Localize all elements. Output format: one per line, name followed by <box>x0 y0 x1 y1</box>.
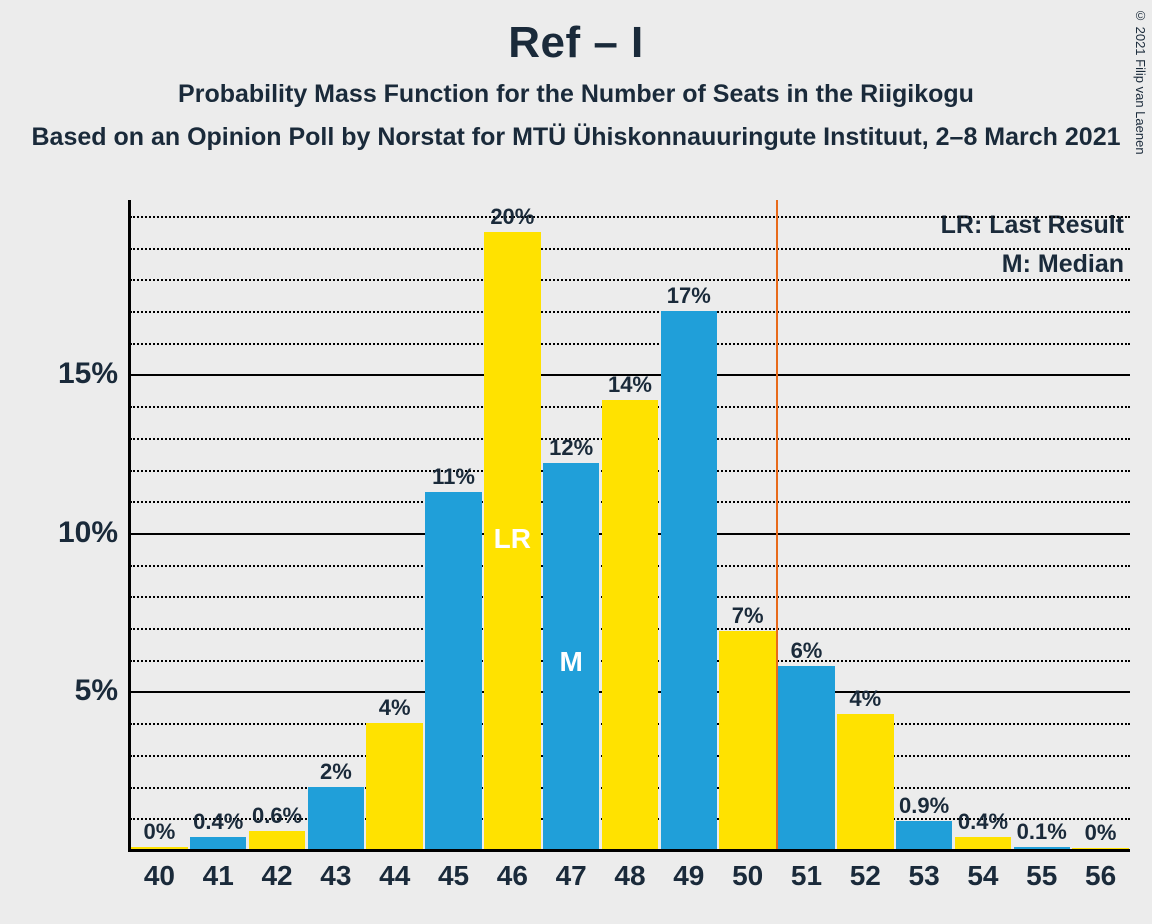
bar: 12%M <box>543 463 599 850</box>
x-tick-label: 46 <box>497 850 528 892</box>
bar-value-label: 4% <box>379 695 411 723</box>
gridline-minor <box>130 343 1130 345</box>
bar-value-label: 0.1% <box>1017 819 1067 847</box>
legend-lr: LR: Last Result <box>941 206 1124 245</box>
bar: 7% <box>719 631 775 850</box>
y-tick-label: 15% <box>58 357 130 391</box>
x-tick-label: 47 <box>556 850 587 892</box>
bar: 20%LR <box>484 232 540 850</box>
bar-value-label: 0.6% <box>252 803 302 831</box>
x-tick-label: 55 <box>1026 850 1057 892</box>
bar-value-label: 14% <box>608 372 652 400</box>
bar-value-label: 0% <box>1085 820 1117 848</box>
bar: 4% <box>837 714 893 850</box>
bar-value-label: 7% <box>732 603 764 631</box>
x-tick-label: 51 <box>791 850 822 892</box>
x-tick-label: 43 <box>320 850 351 892</box>
x-tick-label: 56 <box>1085 850 1116 892</box>
bar-inline-annotation: LR <box>494 523 531 555</box>
bar: 4% <box>366 723 422 850</box>
x-tick-label: 44 <box>379 850 410 892</box>
bar-inline-annotation: M <box>560 646 583 678</box>
bar-value-label: 0.9% <box>899 793 949 821</box>
bar: 11% <box>425 492 481 850</box>
bar-value-label: 0.4% <box>958 809 1008 837</box>
title-main: Ref – I <box>0 18 1152 68</box>
x-tick-label: 48 <box>614 850 645 892</box>
gridline-minor <box>130 216 1130 218</box>
bar: 14% <box>602 400 658 850</box>
bar: 2% <box>308 787 364 850</box>
legend-m: M: Median <box>941 245 1124 284</box>
x-tick-label: 42 <box>261 850 292 892</box>
plot-area: LR: Last Result M: Median 5%10%15%404142… <box>130 200 1130 850</box>
bar-value-label: 17% <box>667 283 711 311</box>
gridline-minor <box>130 311 1130 313</box>
bar-value-label: 2% <box>320 759 352 787</box>
x-tick-label: 40 <box>144 850 175 892</box>
page: © 2021 Filip van Laenen Ref – I Probabil… <box>0 0 1152 924</box>
bar-value-label: 12% <box>549 435 593 463</box>
bar-value-label: 0.4% <box>193 809 243 837</box>
bar: 17% <box>661 311 717 850</box>
x-tick-label: 53 <box>909 850 940 892</box>
bar-value-label: 0% <box>144 819 176 847</box>
bar-value-label: 11% <box>432 464 475 492</box>
bar: 0.6% <box>249 831 305 850</box>
bar-value-label: 20% <box>490 204 534 232</box>
bar-value-label: 4% <box>849 686 881 714</box>
y-tick-label: 10% <box>58 516 130 550</box>
x-tick-label: 49 <box>673 850 704 892</box>
bar: 6% <box>778 666 834 850</box>
x-tick-label: 45 <box>438 850 469 892</box>
y-axis <box>128 200 131 850</box>
bar: 0.9% <box>896 821 952 850</box>
title-note: Based on an Opinion Poll by Norstat for … <box>0 123 1152 152</box>
x-tick-label: 50 <box>732 850 763 892</box>
title-sub: Probability Mass Function for the Number… <box>0 80 1152 109</box>
y-tick-label: 5% <box>75 674 130 708</box>
x-tick-label: 54 <box>967 850 998 892</box>
gridline-minor <box>130 279 1130 281</box>
majority-line <box>776 200 778 850</box>
bar-value-label: 6% <box>791 638 823 666</box>
titles: Ref – I Probability Mass Function for th… <box>0 18 1152 152</box>
gridline-minor <box>130 248 1130 250</box>
x-tick-label: 41 <box>203 850 234 892</box>
x-axis <box>128 849 1130 852</box>
x-tick-label: 52 <box>850 850 881 892</box>
